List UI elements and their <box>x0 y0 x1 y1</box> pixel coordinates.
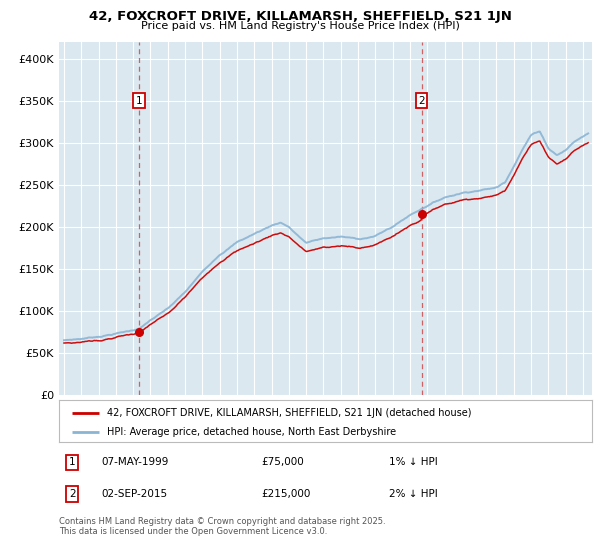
Text: HPI: Average price, detached house, North East Derbyshire: HPI: Average price, detached house, Nort… <box>107 427 396 437</box>
Text: 1: 1 <box>69 457 76 467</box>
Text: 02-SEP-2015: 02-SEP-2015 <box>101 489 167 499</box>
Text: 1% ↓ HPI: 1% ↓ HPI <box>389 457 438 467</box>
Text: Contains HM Land Registry data © Crown copyright and database right 2025.
This d: Contains HM Land Registry data © Crown c… <box>59 517 385 536</box>
Text: 07-MAY-1999: 07-MAY-1999 <box>101 457 169 467</box>
Text: 2: 2 <box>69 489 76 499</box>
Text: £75,000: £75,000 <box>261 457 304 467</box>
Text: 2: 2 <box>418 96 425 106</box>
Text: 42, FOXCROFT DRIVE, KILLAMARSH, SHEFFIELD, S21 1JN (detached house): 42, FOXCROFT DRIVE, KILLAMARSH, SHEFFIEL… <box>107 408 471 418</box>
Text: Price paid vs. HM Land Registry's House Price Index (HPI): Price paid vs. HM Land Registry's House … <box>140 21 460 31</box>
Text: 2% ↓ HPI: 2% ↓ HPI <box>389 489 438 499</box>
Text: 1: 1 <box>136 96 143 106</box>
Text: £215,000: £215,000 <box>261 489 311 499</box>
Text: 42, FOXCROFT DRIVE, KILLAMARSH, SHEFFIELD, S21 1JN: 42, FOXCROFT DRIVE, KILLAMARSH, SHEFFIEL… <box>89 10 511 22</box>
